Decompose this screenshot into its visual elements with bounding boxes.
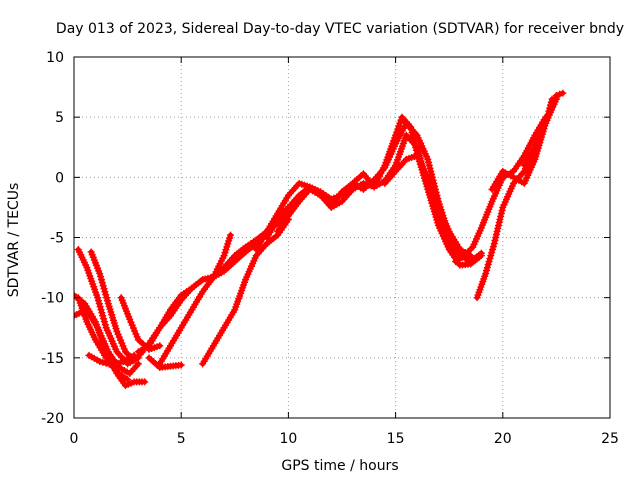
data-point [99,358,107,366]
series-track-10 [156,231,235,368]
series-track-20 [520,89,567,169]
series-track-06 [85,351,138,369]
data-point [552,92,560,100]
data-point [556,90,564,98]
y-tick-label: -10 [41,291,64,307]
y-tick-label: 5 [55,110,64,126]
data-point [156,342,164,350]
y-tick-label: 10 [46,50,64,66]
x-tick-label: 20 [494,431,512,447]
data-point [141,378,149,386]
series-track-05 [87,248,147,364]
series-track-17 [452,113,550,266]
tick-layer: 0 5 10 15 20 25 -20 -15 -10 -5 0 5 10 [41,50,619,447]
series-track-14 [263,119,485,266]
data-point [227,231,235,239]
data-point [177,361,185,369]
y-tick-label: -15 [41,351,64,367]
chart-title: Day 013 of 2023, Sidereal Day-to-day VTE… [56,21,624,37]
data-point [105,360,113,368]
y-axis-label: SDTVAR / TECUs [6,183,22,298]
series-track-09 [145,203,292,347]
x-tick-label: 10 [279,431,297,447]
series-track-02 [74,306,142,377]
x-tick-label: 15 [387,431,405,447]
data-point [130,351,138,359]
x-tick-label: 25 [601,431,619,447]
grid-layer [74,57,610,418]
data-point [124,375,132,383]
x-tick-label: 0 [70,431,79,447]
series-track-16 [381,152,475,260]
series-track-11 [145,354,185,371]
y-tick-label: 0 [55,170,64,186]
y-tick-label: -5 [50,231,64,247]
x-tick-label: 5 [177,431,186,447]
data-point [102,359,110,367]
data-point [467,252,475,260]
data-point [96,357,104,365]
series-track-12 [199,215,292,368]
x-axis-label: GPS time / hours [281,458,398,474]
y-tick-label: -20 [41,411,64,427]
data-point [559,89,567,97]
data-layer [74,89,567,390]
data-point [477,249,485,257]
data-point [134,360,142,368]
